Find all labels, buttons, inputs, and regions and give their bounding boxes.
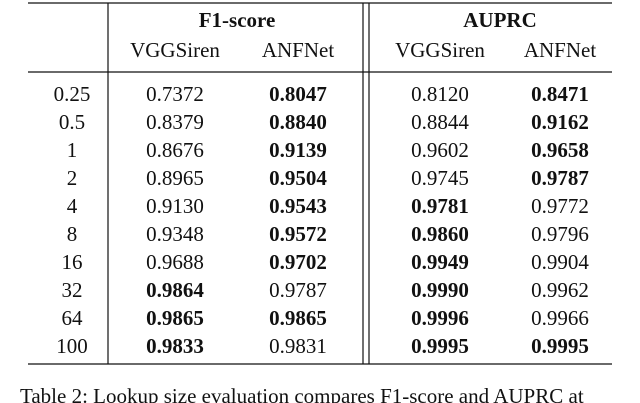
cell: 0.9543 bbox=[269, 194, 327, 218]
cell: 0.9864 bbox=[146, 278, 204, 302]
cell: 0.9772 bbox=[531, 194, 589, 218]
cell: 0.8379 bbox=[146, 110, 204, 134]
cell: 0.9787 bbox=[269, 278, 327, 302]
row-label: 16 bbox=[62, 250, 83, 274]
cell: 0.9572 bbox=[269, 222, 327, 246]
cell: 0.9833 bbox=[146, 334, 204, 358]
group-header: AUPRC bbox=[463, 8, 537, 32]
cell: 0.9745 bbox=[411, 166, 469, 190]
cell: 0.8471 bbox=[531, 82, 589, 106]
cell: 0.9996 bbox=[411, 306, 469, 330]
cell: 0.9796 bbox=[531, 222, 589, 246]
cell: 0.9949 bbox=[411, 250, 469, 274]
cell: 0.9348 bbox=[146, 222, 204, 246]
row-label: 100 bbox=[56, 334, 88, 358]
column-header: VGGSiren bbox=[130, 38, 220, 62]
cell: 0.9702 bbox=[269, 250, 327, 274]
cell: 0.9787 bbox=[531, 166, 589, 190]
cell: 0.9602 bbox=[411, 138, 469, 162]
cell: 0.8965 bbox=[146, 166, 204, 190]
cell: 0.9504 bbox=[269, 166, 327, 190]
cell: 0.9990 bbox=[411, 278, 469, 302]
cell: 0.9162 bbox=[531, 110, 589, 134]
cell: 0.9904 bbox=[531, 250, 589, 274]
cell: 0.7372 bbox=[146, 82, 204, 106]
row-label: 8 bbox=[67, 222, 78, 246]
row-label: 4 bbox=[67, 194, 78, 218]
row-label: 0.5 bbox=[59, 110, 85, 134]
cell: 0.8840 bbox=[269, 110, 327, 134]
cell: 0.9966 bbox=[531, 306, 589, 330]
cell: 0.8120 bbox=[411, 82, 469, 106]
cell: 0.9688 bbox=[146, 250, 204, 274]
cell: 0.8844 bbox=[411, 110, 469, 134]
cell: 0.9962 bbox=[531, 278, 589, 302]
row-label: 1 bbox=[67, 138, 78, 162]
row-label: 0.25 bbox=[54, 82, 91, 106]
row-label: 32 bbox=[62, 278, 83, 302]
cell: 0.9995 bbox=[531, 334, 589, 358]
cell: 0.9865 bbox=[269, 306, 327, 330]
cell: 0.9865 bbox=[146, 306, 204, 330]
cell: 0.8676 bbox=[146, 138, 204, 162]
column-header: VGGSiren bbox=[395, 38, 485, 62]
cell: 0.8047 bbox=[269, 82, 327, 106]
cell: 0.9658 bbox=[531, 138, 589, 162]
column-header: ANFNet bbox=[524, 38, 596, 62]
cell: 0.9139 bbox=[269, 138, 327, 162]
row-label: 2 bbox=[67, 166, 78, 190]
group-header: F1-score bbox=[199, 8, 276, 32]
row-label: 64 bbox=[62, 306, 84, 330]
cell: 0.9831 bbox=[269, 334, 327, 358]
cell: 0.9995 bbox=[411, 334, 469, 358]
cell: 0.9860 bbox=[411, 222, 469, 246]
column-header: ANFNet bbox=[262, 38, 334, 62]
cell: 0.9781 bbox=[411, 194, 469, 218]
cell: 0.9130 bbox=[146, 194, 204, 218]
caption: Table 2: Lookup size evaluation compares… bbox=[20, 384, 584, 403]
